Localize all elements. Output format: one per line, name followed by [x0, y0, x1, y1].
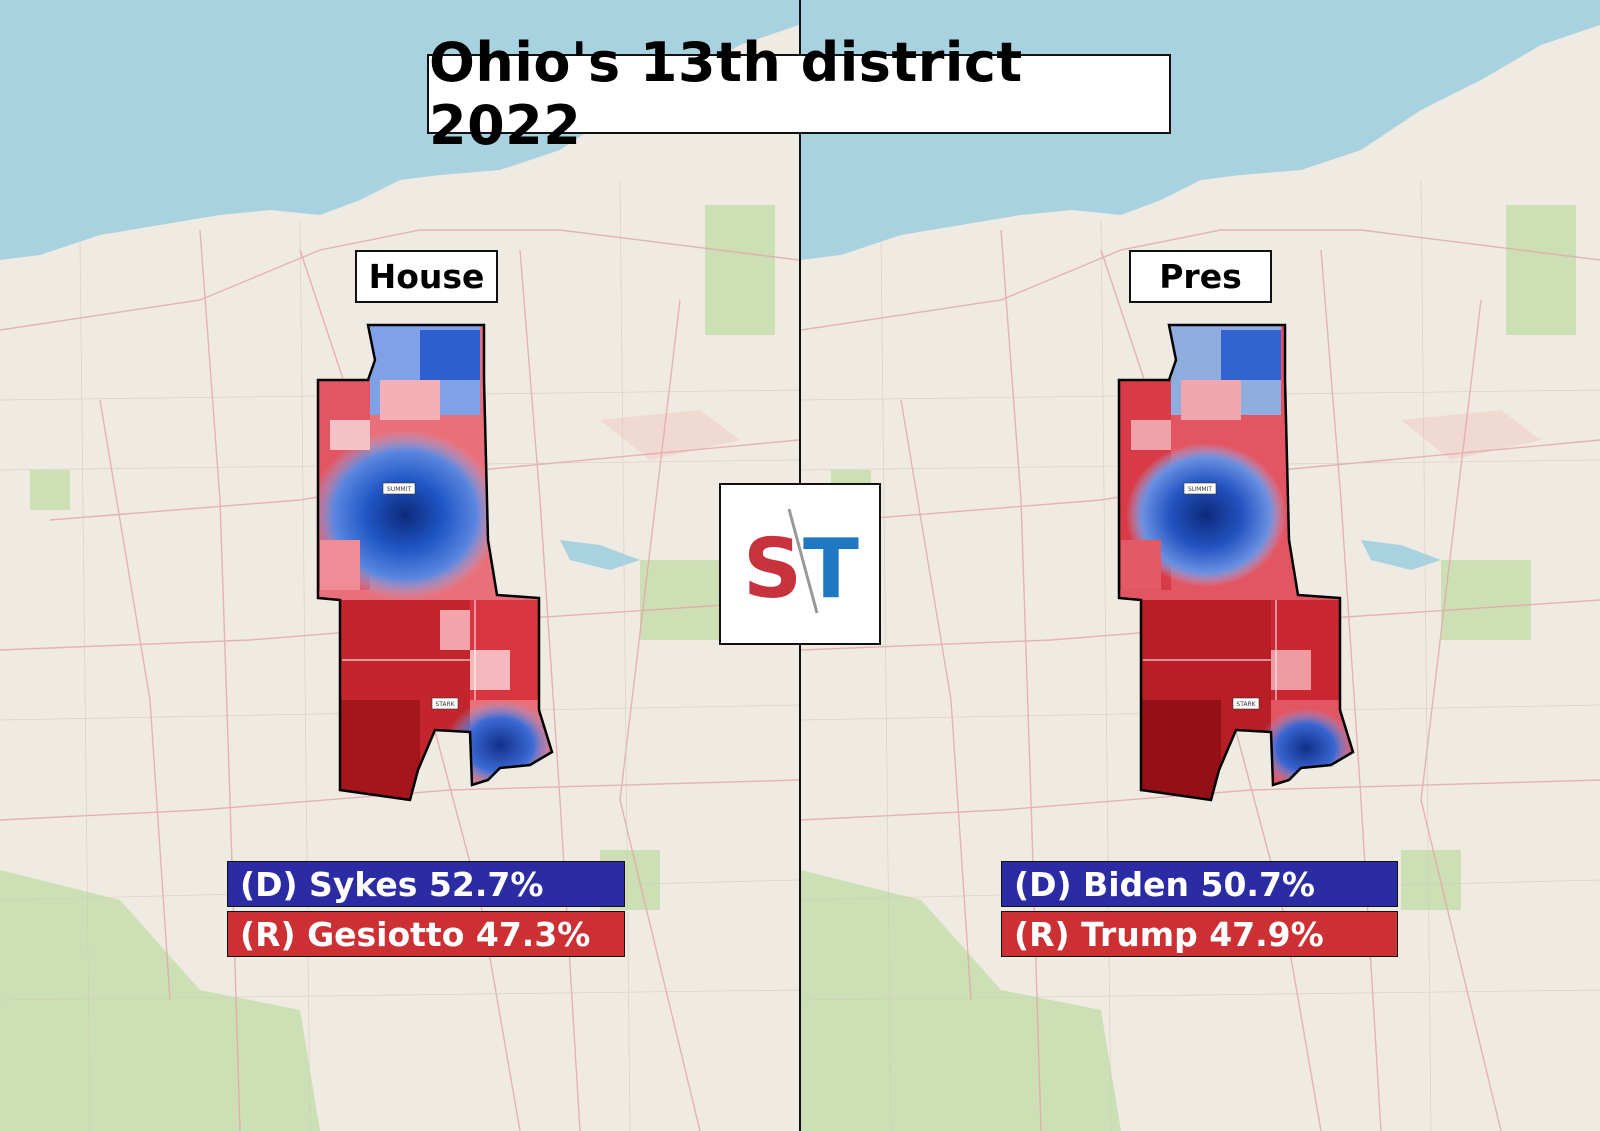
restricted-area: [1401, 410, 1541, 460]
svg-text:S: S: [743, 522, 802, 617]
house-map-panel: SUMMIT STARK: [0, 0, 799, 1131]
green-areas: [801, 205, 1576, 1131]
pres-dem-result: (D) Biden 50.7%: [1001, 861, 1398, 907]
county-label-box-stark: [431, 697, 459, 710]
county-label-summit: SUMMIT: [1188, 486, 1212, 493]
restricted-area: [600, 410, 740, 460]
county-label-stark: STARK: [1236, 701, 1256, 708]
svg-text:T: T: [803, 522, 859, 617]
county-label-box-summit: [382, 482, 416, 495]
pres-rep-result: (R) Trump 47.9%: [1001, 911, 1398, 957]
house-dem-result: (D) Sykes 52.7%: [227, 861, 625, 907]
st-logo-icon: S T: [743, 508, 859, 617]
house-rep-result: (R) Gesiotto 47.3%: [227, 911, 625, 957]
county-label-box-stark: [1232, 697, 1260, 710]
house-map: SUMMIT STARK: [0, 0, 799, 1131]
district-outline: [1117, 323, 1355, 802]
reservoir: [560, 540, 640, 570]
pres-map-panel: SUMMIT STARK: [801, 0, 1600, 1131]
st-logo: S T: [719, 483, 881, 645]
map-title: Ohio's 13th district 2022: [427, 31, 1171, 157]
house-label: House: [355, 250, 498, 303]
county-label-summit: SUMMIT: [387, 486, 411, 493]
district-outline: [316, 323, 554, 802]
district-shading: [1119, 325, 1353, 800]
pres-label: Pres: [1129, 250, 1272, 303]
pres-map: SUMMIT STARK: [801, 0, 1600, 1131]
county-label-box-summit: [1183, 482, 1217, 495]
county-label-stark: STARK: [435, 701, 455, 708]
reservoir: [1361, 540, 1441, 570]
